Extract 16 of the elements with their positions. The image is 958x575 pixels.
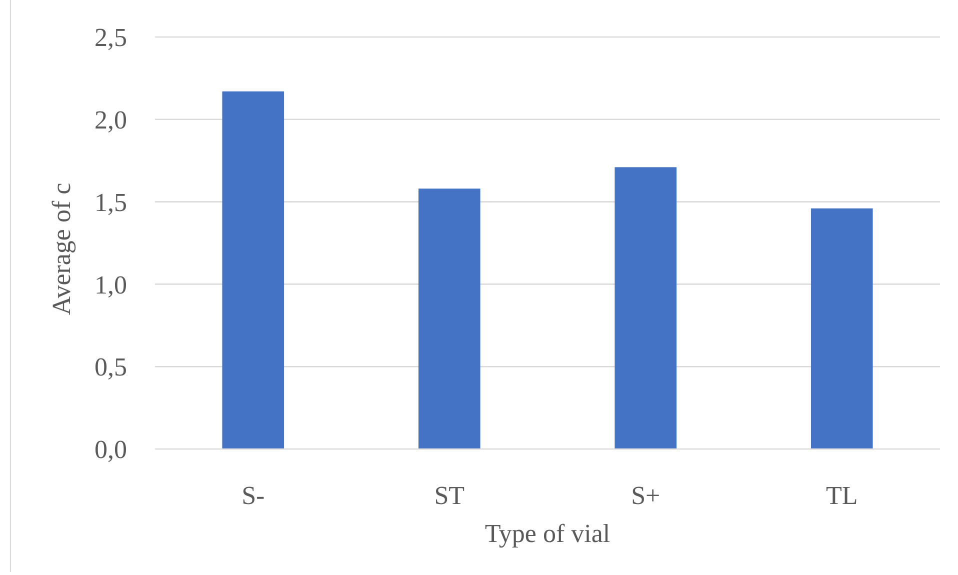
x-tick-label: TL [826, 481, 858, 510]
bar [810, 208, 873, 449]
bar [222, 91, 284, 449]
bar [614, 167, 677, 449]
y-axis-title: Average of c [47, 182, 76, 316]
bar [418, 188, 480, 449]
y-tick-label: 1,5 [94, 188, 127, 217]
y-tick-label: 2,5 [94, 23, 127, 52]
x-tick-label: ST [434, 481, 465, 510]
y-tick-label: 0,0 [94, 435, 127, 464]
x-tick-label: S+ [631, 481, 660, 510]
y-tick-label: 0,5 [94, 352, 127, 382]
x-axis-title: Type of vial [484, 519, 610, 548]
y-tick-label: 2,0 [94, 106, 127, 134]
x-tick-label: S- [242, 481, 265, 510]
y-tick-label: 1,0 [94, 270, 127, 300]
